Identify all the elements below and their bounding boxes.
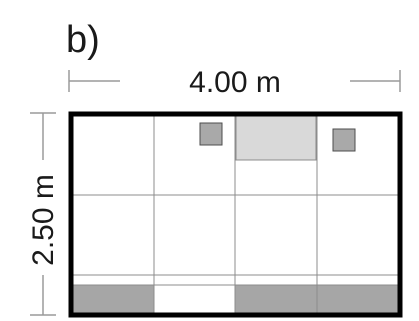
panel-label: b) (66, 19, 100, 61)
bottom-panel-1 (72, 285, 154, 314)
small-square-1 (199, 122, 223, 146)
height-dimension: 2.50 m (27, 112, 60, 316)
bottom-panel-3 (235, 285, 317, 314)
small-square-2 (332, 128, 356, 152)
bottom-panel-4 (317, 285, 399, 314)
width-label: 4.00 m (189, 66, 281, 99)
room-outline (68, 111, 403, 318)
light-top-panel (235, 114, 317, 161)
width-dimension: 4.00 m (68, 66, 401, 99)
room-grid (68, 111, 403, 318)
height-label: 2.50 m (27, 174, 60, 266)
